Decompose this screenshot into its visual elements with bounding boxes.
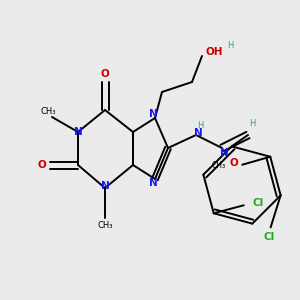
- Text: N: N: [100, 181, 109, 191]
- Text: N: N: [194, 128, 202, 138]
- Text: N: N: [148, 109, 158, 119]
- Text: CH₃: CH₃: [211, 161, 225, 170]
- Text: OH: OH: [205, 47, 223, 57]
- Text: Cl: Cl: [263, 232, 274, 242]
- Text: N: N: [148, 178, 158, 188]
- Text: Cl: Cl: [252, 198, 263, 208]
- Text: H: H: [197, 121, 203, 130]
- Text: N: N: [220, 148, 228, 158]
- Text: H: H: [249, 118, 255, 127]
- Text: CH₃: CH₃: [97, 221, 113, 230]
- Text: O: O: [230, 158, 239, 168]
- Text: O: O: [100, 69, 109, 79]
- Text: N: N: [74, 127, 82, 137]
- Text: H: H: [227, 41, 233, 50]
- Text: O: O: [38, 160, 46, 170]
- Text: CH₃: CH₃: [40, 107, 56, 116]
